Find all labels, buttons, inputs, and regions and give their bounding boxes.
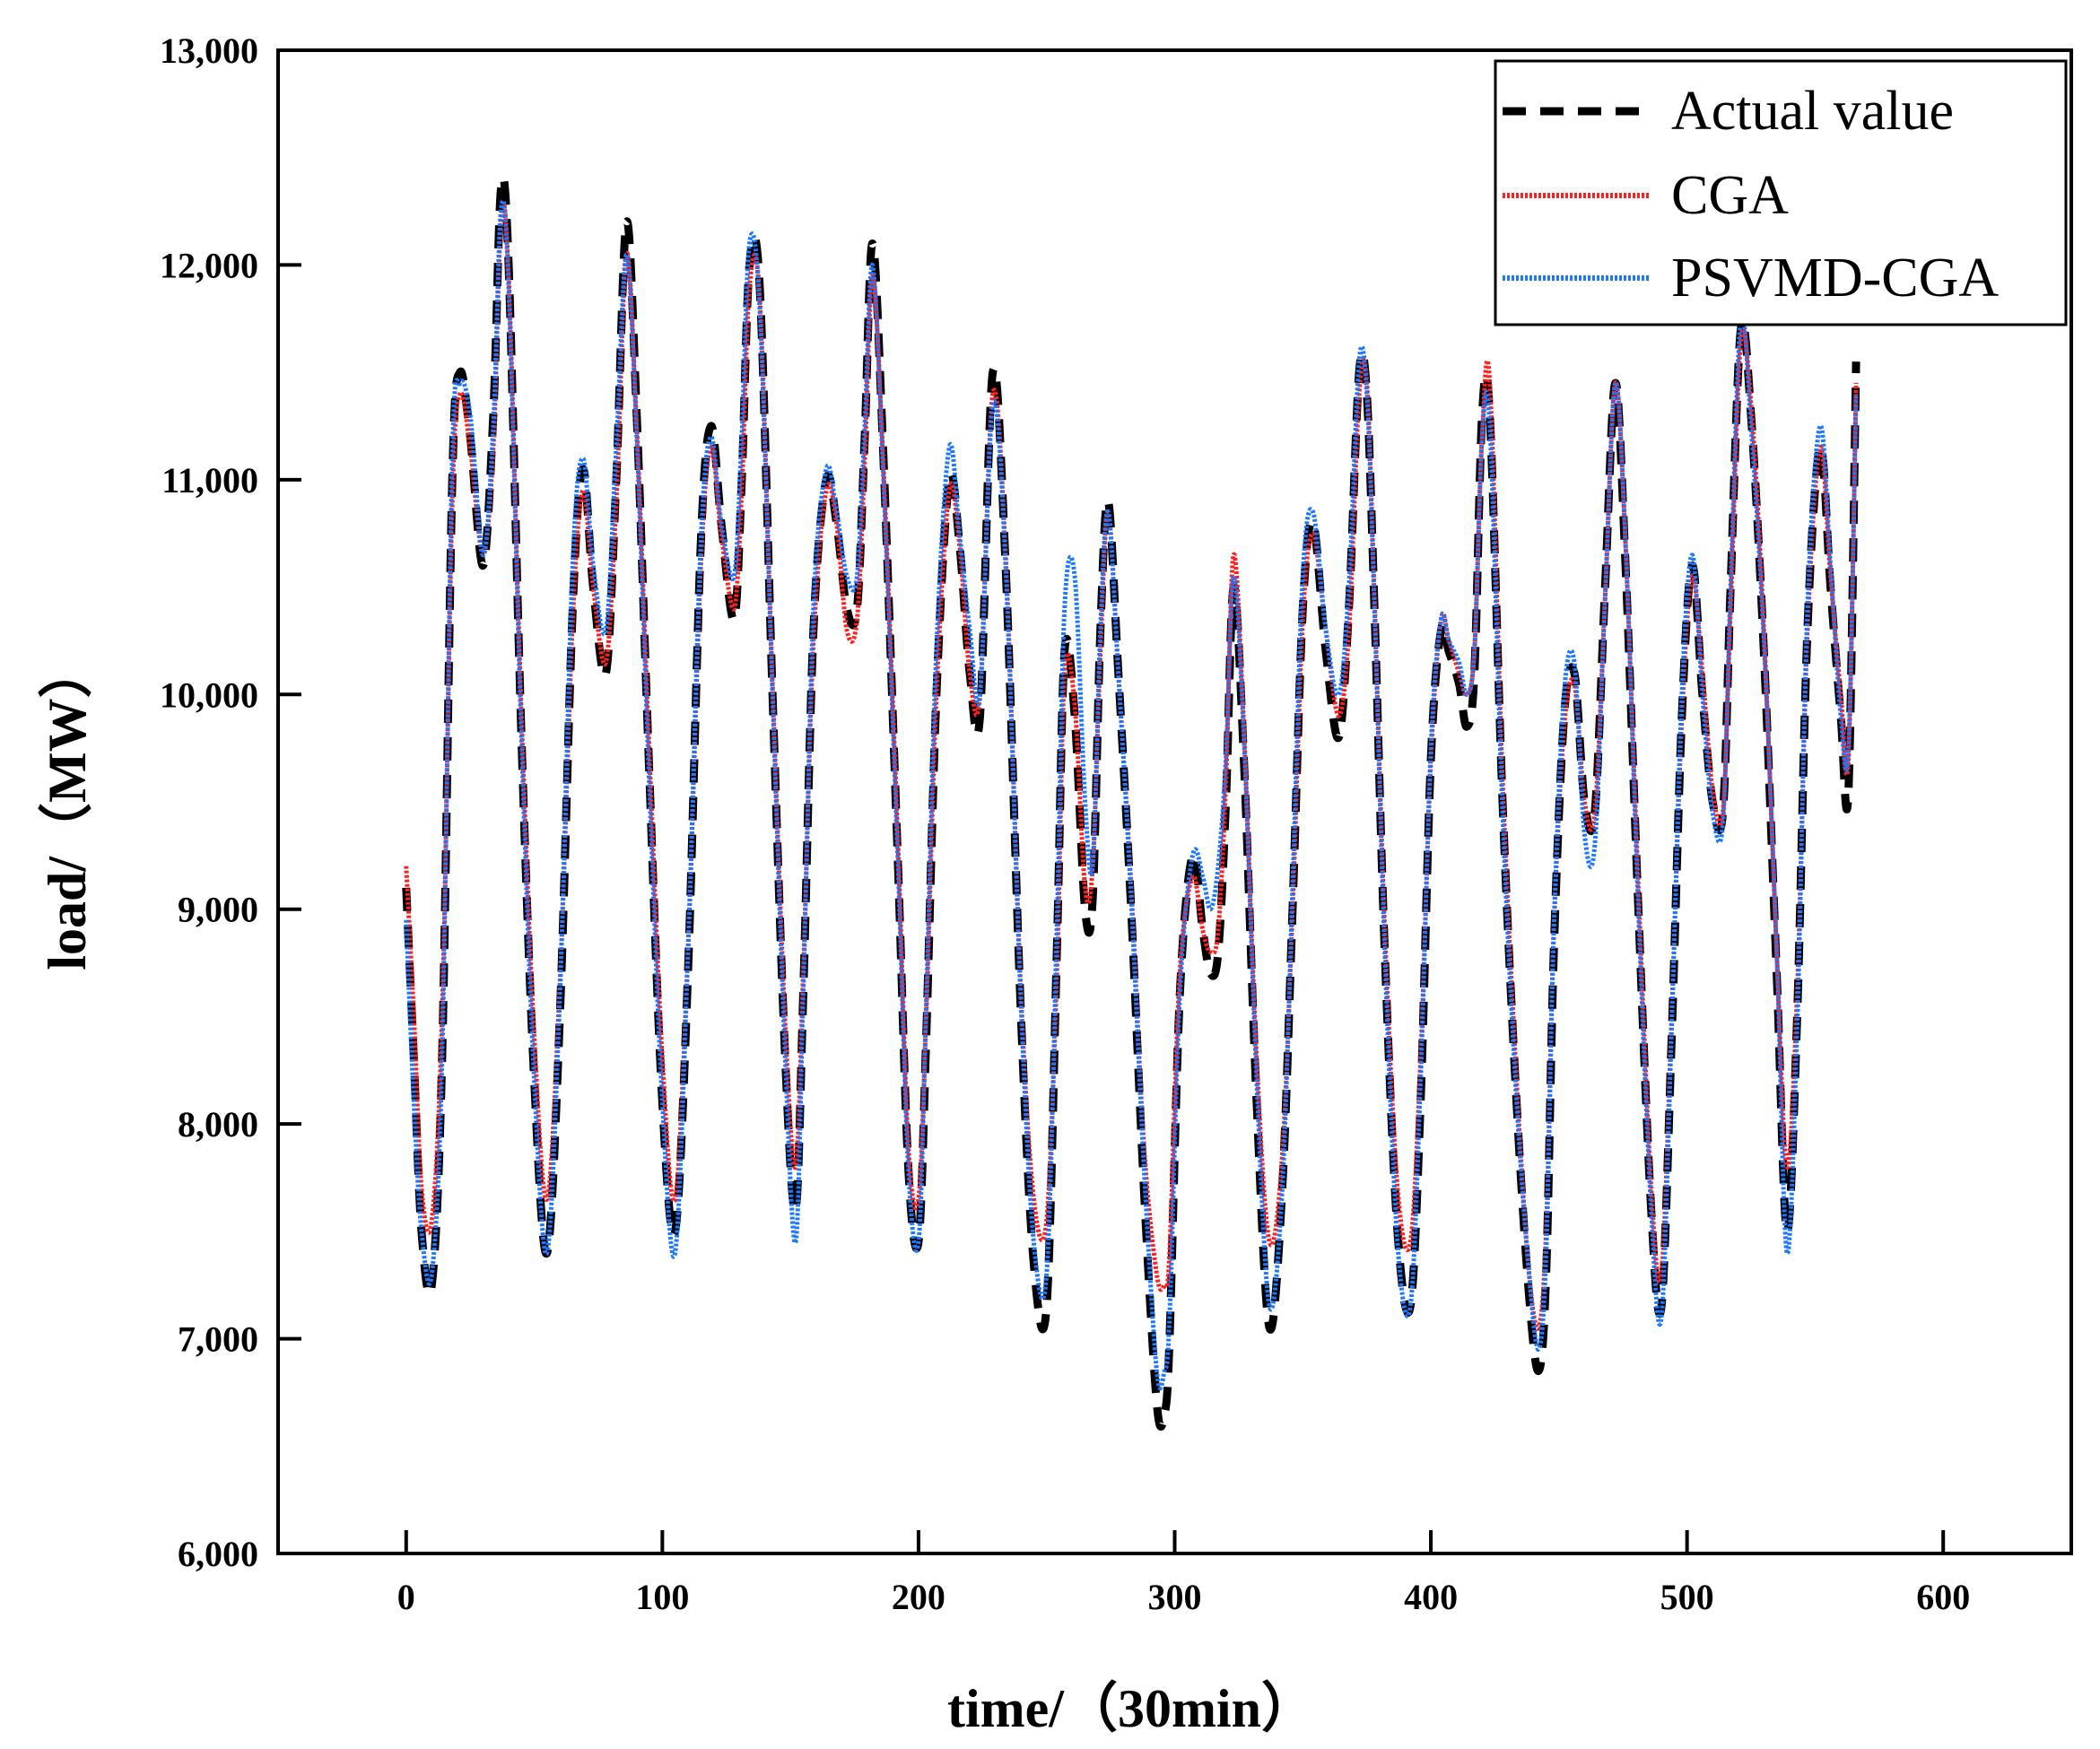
y-axis-title: load/（MW）	[37, 644, 97, 970]
y-axis: 6,000 7,000 8,000 9,000 10,000 11,000 12,000 13…	[160, 30, 301, 1574]
x-tick-label: 100	[635, 1577, 689, 1617]
y-tick-label: 12,000	[160, 245, 258, 285]
series-cga	[404, 202, 1859, 1331]
series-actual-value	[402, 173, 1860, 1431]
x-tick-label: 200	[892, 1577, 945, 1617]
legend-label-cga: CGA	[1671, 165, 1789, 226]
y-tick-label: 6,000	[178, 1534, 258, 1574]
x-axis-title: time/（30min）	[947, 1678, 1315, 1738]
y-tick-label: 8,000	[178, 1104, 258, 1144]
series-layer	[402, 173, 1860, 1431]
series-psvmd-cga	[404, 198, 1859, 1391]
x-tick-label: 400	[1404, 1577, 1458, 1617]
y-tick-label: 11,000	[161, 460, 258, 500]
x-tick-label: 300	[1148, 1577, 1202, 1617]
legend-label-psvmd-cga: PSVMD-CGA	[1671, 248, 1999, 309]
x-tick-label: 600	[1916, 1577, 1970, 1617]
x-tick-label: 0	[397, 1577, 415, 1617]
legend: Actual value CGA PSVMD-CGA	[1494, 59, 2068, 326]
x-tick-label: 500	[1660, 1577, 1714, 1617]
x-axis: 0 100 200 300 400 500 600	[397, 1530, 1970, 1617]
y-tick-label: 10,000	[160, 674, 258, 715]
y-tick-label: 13,000	[160, 30, 258, 71]
y-tick-label: 9,000	[178, 890, 258, 930]
y-tick-label: 7,000	[178, 1319, 258, 1360]
legend-label-actual: Actual value	[1671, 81, 1954, 142]
